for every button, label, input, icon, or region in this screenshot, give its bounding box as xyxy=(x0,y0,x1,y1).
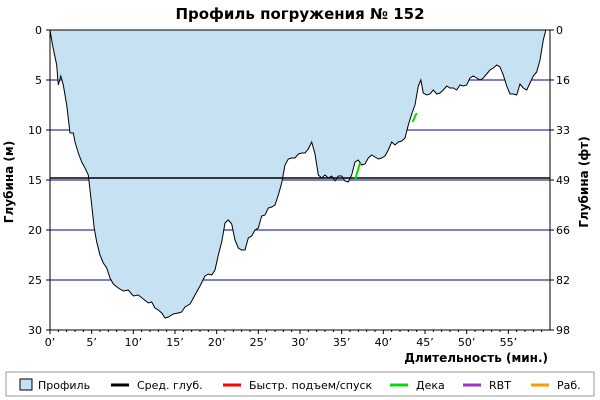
x-tick-label: 10’ xyxy=(125,336,143,349)
x-tick-label: 30’ xyxy=(291,336,309,349)
y-tick-label-left: 25 xyxy=(28,274,42,287)
legend-label: Раб. xyxy=(557,379,581,392)
legend-label: Профиль xyxy=(38,379,90,392)
y-axis-label-left: Глубина (м) xyxy=(2,141,16,223)
chart-title: Профиль погружения № 152 xyxy=(175,5,424,23)
y-tick-label-right: 16 xyxy=(556,74,570,87)
axes: 0 5 10 15 20 25 30 0 16 33 49 66 82 98 0’ 5’ 10’ 15’ 20’ 25… xyxy=(28,24,570,349)
x-tick-label: 20’ xyxy=(208,336,226,349)
y-axis-label-right: Глубина (фт) xyxy=(577,136,591,227)
x-tick-label: 0’ xyxy=(45,336,56,349)
x-tick-label: 15’ xyxy=(166,336,184,349)
y-tick-label-right: 0 xyxy=(556,24,563,37)
x-tick-label: 40’ xyxy=(375,336,393,349)
y-tick-label-left: 20 xyxy=(28,224,42,237)
x-axis-label: Длительность (мин.) xyxy=(404,351,548,365)
profile-area xyxy=(50,30,546,318)
deco-segment xyxy=(411,112,418,123)
legend-label: RBT xyxy=(489,379,511,392)
y-tick-label-right: 82 xyxy=(556,274,570,287)
deco-segment xyxy=(354,162,361,181)
x-tick-label: 25’ xyxy=(250,336,268,349)
profile-line xyxy=(49,29,547,319)
x-tick-label: 50’ xyxy=(458,336,476,349)
x-tick-label: 5’ xyxy=(86,336,97,349)
x-tick-label: 35’ xyxy=(333,336,351,349)
legend-label: Быстр. подъем/спуск xyxy=(249,379,373,392)
y-tick-label-right: 49 xyxy=(556,174,570,187)
y-tick-label-left: 15 xyxy=(28,174,42,187)
x-tick-label: 55’ xyxy=(500,336,518,349)
legend: Профиль Сред. глуб. Быстр. подъем/спуск Дек… xyxy=(5,371,595,397)
y-tick-label-right: 33 xyxy=(556,124,570,137)
y-tick-label-right: 66 xyxy=(556,224,570,237)
y-tick-label-left: 5 xyxy=(35,74,42,87)
series xyxy=(49,29,550,319)
y-tick-label-left: 10 xyxy=(28,124,42,137)
x-tick-label: 45’ xyxy=(416,336,434,349)
legend-box xyxy=(5,371,595,397)
y-tick-label-right: 98 xyxy=(556,324,570,337)
y-tick-label-left: 30 xyxy=(28,324,42,337)
y-tick-label-left: 0 xyxy=(35,24,42,37)
legend-label: Дека xyxy=(416,379,445,392)
legend-label: Сред. глуб. xyxy=(137,379,203,392)
legend-swatch-box xyxy=(19,378,33,391)
